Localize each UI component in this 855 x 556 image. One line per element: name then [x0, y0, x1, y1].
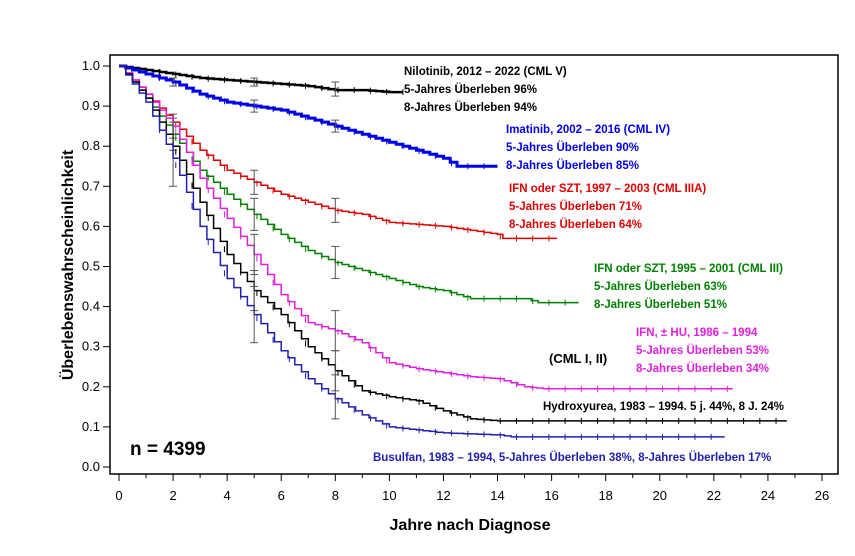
x-tick-label: 26: [815, 488, 829, 503]
y-tick-label: 0.1: [82, 419, 100, 434]
legend-label-imatinib: Imatinib, 2002 – 2016 (CML IV): [506, 124, 670, 136]
x-tick-label: 24: [761, 488, 775, 503]
legend-label-ifn-szt-1995: IFN oder SZT, 1995 – 2001 (CML III): [594, 263, 783, 275]
legend-label-ifn-szt-1997: IFN oder SZT, 1997 – 2003 (CML IIIA): [509, 183, 706, 195]
legend-label-ifn-hu: 5-Jahres Überleben 53%: [636, 344, 769, 357]
legend-label-hydroxyurea: Hydroxyurea, 1983 – 1994. 5 j. 44%, 8 J.…: [543, 401, 784, 413]
legend-label-nilotinib: 8-Jahres Überleben 94%: [404, 101, 537, 114]
x-tick-label: 16: [544, 488, 558, 503]
x-tick-label: 6: [278, 488, 285, 503]
y-tick-label: 0.3: [82, 339, 100, 354]
y-tick-label: 0.0: [82, 459, 100, 474]
curve-busulfan: [119, 65, 725, 438]
x-tick-label: 22: [707, 488, 721, 503]
legend-label-ifn-szt-1995: 8-Jahres Überleben 51%: [594, 298, 727, 311]
y-tick-label: 0.8: [82, 138, 100, 153]
x-tick-label: 10: [382, 488, 396, 503]
legend-label-ifn-hu: IFN, ± HU, 1986 – 1994: [636, 327, 758, 339]
legend-label-imatinib: 8-Jahres Überleben 85%: [506, 159, 639, 172]
sample-size-annotation: n = 4399: [130, 439, 206, 460]
y-tick-label: 0.6: [82, 218, 100, 233]
y-tick-label: 0.4: [82, 299, 100, 314]
y-tick-label: 0.5: [82, 259, 100, 274]
x-tick-label: 20: [653, 488, 667, 503]
curve-ifn-hu: [119, 65, 733, 390]
x-tick-label: 8: [332, 488, 339, 503]
legend-label-ifn-hu: 8-Jahres Überleben 34%: [636, 362, 769, 375]
plot-frame: [109, 54, 839, 475]
x-tick-label: 18: [598, 488, 612, 503]
y-tick-label: 0.7: [82, 178, 100, 193]
x-tick-label: 2: [169, 488, 176, 503]
legend-label-ifn-szt-1997: 8-Jahres Überleben 64%: [509, 218, 642, 231]
legend-label-ifn-szt-1997: 5-Jahres Überleben 71%: [509, 200, 642, 213]
y-axis-label: Überlebenswahrscheinlichkeit: [58, 149, 77, 380]
y-tick-label: 1.0: [82, 58, 100, 73]
legend-label-nilotinib: 5-Jahres Überleben 96%: [404, 83, 537, 96]
group-label-cml-i-ii: (CML I, II): [549, 351, 607, 366]
x-tick-label: 14: [490, 488, 504, 503]
legend-label-imatinib: 5-Jahres Überleben 90%: [506, 141, 639, 154]
curve-ifn-szt-1997: [119, 65, 557, 240]
legend-label-ifn-szt-1995: 5-Jahres Überleben 63%: [594, 280, 727, 293]
x-axis-label: Jahre nach Diagnose: [390, 517, 551, 534]
x-tick-label: 12: [436, 488, 450, 503]
y-tick-label: 0.9: [82, 98, 100, 113]
x-tick-label: 0: [115, 488, 122, 503]
y-tick-label: 0.2: [82, 379, 100, 394]
legend-label-nilotinib: Nilotinib, 2012 – 2022 (CML V): [404, 66, 567, 78]
legend-label-busulfan: Busulfan, 1983 – 1994, 5-Jahres Überlebe…: [373, 451, 771, 464]
x-tick-label: 4: [224, 488, 231, 503]
curve-hydroxyurea: [119, 65, 787, 422]
